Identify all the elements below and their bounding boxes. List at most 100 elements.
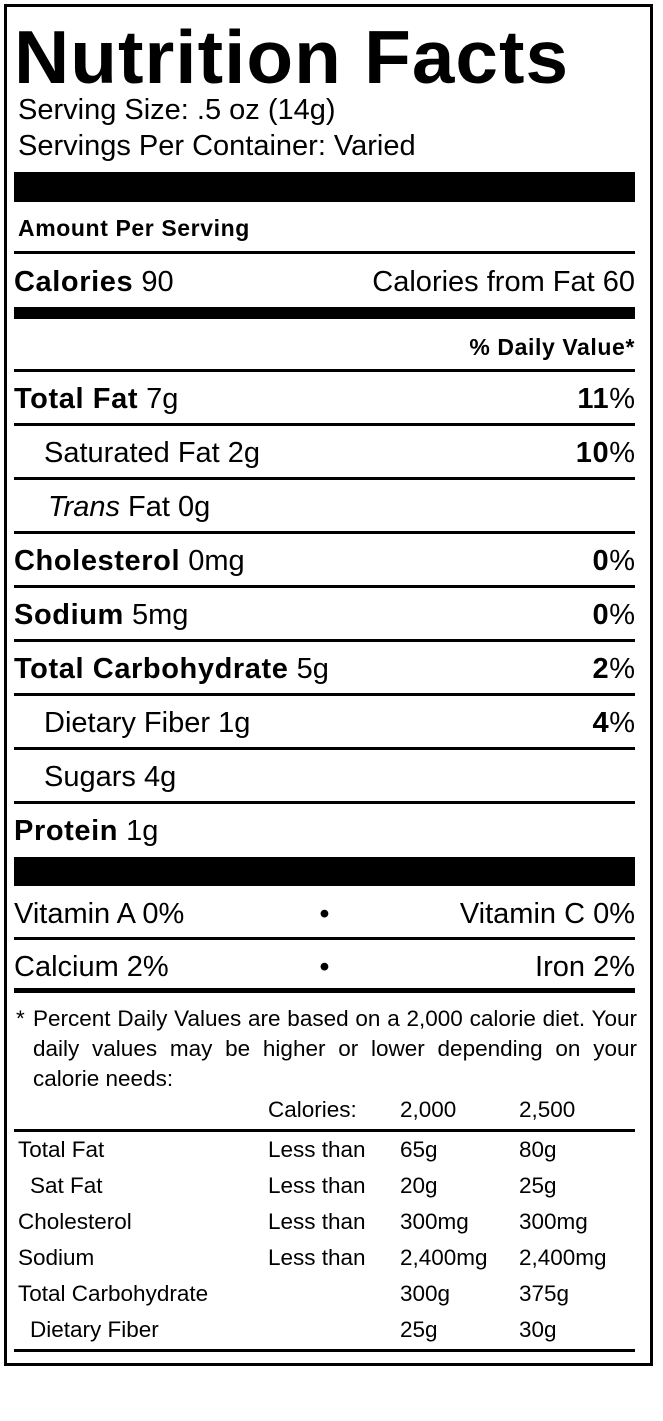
reference-table-row: Sat Fat Less than 20g 25g [18, 1173, 638, 1201]
thick-divider [14, 857, 635, 886]
daily-value-percent: 10 [575, 436, 610, 469]
reference-table-row: Total Fat Less than 65g 80g [18, 1137, 638, 1165]
nutrient-label: Sugars [44, 760, 136, 793]
nutrient-row: Saturated Fat 2g 10% [14, 435, 635, 471]
ref-qualifier: Less than [268, 1173, 366, 1198]
reference-table-row: Sodium Less than 2,400mg 2,400mg [18, 1245, 638, 1273]
nutrient-amount: 7g [146, 382, 179, 415]
divider [14, 1349, 635, 1352]
divider [14, 531, 635, 534]
nutrient-row: Cholesterol 0mg 0% [14, 543, 635, 579]
reference-table-header: Calories: 2,000 2,500 [18, 1097, 638, 1125]
ref-2000: 300g [400, 1281, 451, 1306]
iron: Iron 2% [535, 950, 635, 983]
nutrient-amount: 0g [178, 490, 211, 523]
bullet: • [319, 897, 330, 930]
daily-value-header: % Daily Value* [14, 332, 635, 362]
divider [14, 937, 635, 940]
ref-nutrient: Sodium [18, 1245, 95, 1270]
nutrient-row: Trans Fat 0g [14, 489, 635, 525]
serving-size: Serving Size: .5 oz (14g) [18, 94, 336, 126]
nutrient-row: Total Carbohydrate 5g 2% [14, 651, 635, 687]
ref-2000: 65g [400, 1137, 438, 1162]
reference-table-row: Dietary Fiber 25g 30g [18, 1317, 638, 1345]
nutrient-amount: 2g [227, 436, 261, 469]
daily-value-percent: 0 [592, 544, 610, 577]
ref-2000: 300mg [400, 1209, 469, 1234]
ref-nutrient: Total Fat [18, 1137, 105, 1162]
nutrient-label: Sodium [14, 598, 124, 631]
ref-2500: 30g [519, 1317, 557, 1342]
thick-divider [14, 172, 635, 202]
nutrient-amount: 5mg [132, 598, 189, 631]
daily-value-percent: 0 [592, 598, 610, 631]
nutrient-amount: 4g [143, 760, 177, 793]
ref-nutrient: Sat Fat [30, 1173, 103, 1198]
calories-value: 90 [141, 265, 174, 298]
divider [14, 693, 635, 696]
daily-value-header-text: % Daily Value* [469, 333, 635, 360]
vitamin-c: Vitamin C 0% [459, 897, 635, 930]
divider [14, 988, 635, 993]
divider [14, 477, 635, 480]
mineral-row: Calcium 2% • Iron 2% [14, 949, 635, 985]
ref-2500: 25g [519, 1173, 557, 1198]
nutrient-label: Dietary Fiber [44, 706, 210, 739]
calories-label: Calories [14, 265, 134, 298]
divider [14, 251, 635, 254]
divider [14, 423, 635, 426]
nutrient-amount: 1g [218, 706, 251, 739]
footnote-asterisk: * [16, 1006, 25, 1031]
divider [14, 747, 635, 750]
nutrient-row: Sodium 5mg 0% [14, 597, 635, 633]
daily-value-percent: 2 [592, 652, 610, 685]
nutrient-row: Protein 1g [14, 813, 635, 849]
ref-nutrient: Cholesterol [18, 1209, 132, 1234]
ref-2500: 2,400mg [519, 1245, 607, 1270]
ref-2000: 20g [400, 1173, 438, 1198]
footnote-text: Percent Daily Values are based on a 2,00… [33, 1006, 637, 1091]
bullet: • [319, 950, 330, 983]
header-2500: 2,500 [519, 1097, 576, 1122]
percent-sign: % [609, 706, 635, 739]
calcium: Calcium 2% [14, 950, 169, 983]
nutrient-label: Total Fat [14, 382, 139, 415]
footnote: * Percent Daily Values are based on a 2,… [16, 1004, 637, 1094]
daily-value-percent: 11 [577, 382, 610, 415]
calories-from-fat: Calories from Fat 60 [372, 265, 635, 298]
ref-nutrient: Total Carbohydrate [18, 1281, 209, 1306]
nutrient-label: Saturated Fat [44, 436, 220, 469]
nutrient-label-italic: Trans [48, 490, 120, 523]
amount-per-serving: Amount Per Serving [18, 215, 250, 241]
nutrient-label: Cholesterol [14, 544, 181, 577]
nutrient-label: Fat [128, 490, 170, 523]
ref-2500: 300mg [519, 1209, 588, 1234]
nutrient-row: Dietary Fiber 1g 4% [14, 705, 635, 741]
percent-sign: % [609, 436, 635, 469]
percent-sign: % [609, 652, 635, 685]
ref-qualifier: Less than [268, 1245, 366, 1270]
header-calories: Calories: [268, 1097, 357, 1122]
divider [14, 639, 635, 642]
reference-table-row: Cholesterol Less than 300mg 300mg [18, 1209, 638, 1237]
divider [14, 1129, 635, 1132]
nutrient-amount: 0mg [188, 544, 245, 577]
percent-sign: % [609, 544, 635, 577]
nutrient-label: Protein [14, 814, 119, 847]
reference-table-row: Total Carbohydrate 300g 375g [18, 1281, 638, 1309]
percent-sign: % [609, 382, 635, 415]
ref-2000: 25g [400, 1317, 438, 1342]
servings-per-container: Servings Per Container: Varied [18, 130, 416, 162]
nutrient-amount: 1g [126, 814, 159, 847]
label-title: Nutrition Facts [14, 15, 570, 99]
vitamin-a: Vitamin A 0% [14, 897, 185, 930]
daily-value-percent: 4 [592, 706, 610, 739]
nutrient-row: Total Fat 7g 11% [14, 381, 635, 417]
nutrient-row: Sugars 4g [14, 759, 635, 795]
ref-2500: 375g [519, 1281, 570, 1306]
ref-qualifier: Less than [268, 1137, 366, 1162]
medium-divider [14, 307, 635, 319]
calories-row: Calories 90 Calories from Fat 60 [14, 264, 635, 300]
ref-nutrient: Dietary Fiber [30, 1317, 159, 1342]
divider [14, 369, 635, 372]
